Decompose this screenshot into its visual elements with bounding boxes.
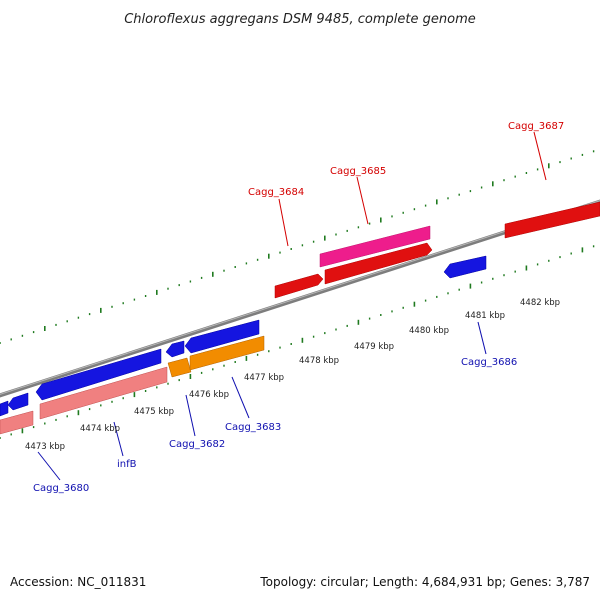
kbp-label: 4479 kbp: [354, 342, 394, 352]
gene-label-cagg-3685[interactable]: Cagg_3685: [330, 166, 386, 177]
gene-label-cagg-3687[interactable]: Cagg_3687: [508, 121, 564, 132]
kbp-label: 4476 kbp: [189, 390, 229, 400]
gene-feature-cagg-3685[interactable]: [319, 225, 431, 268]
gene-labels: Cagg_3684 Cagg_3685 Cagg_3687 Cagg_3680 …: [33, 121, 564, 494]
accession-text: Accession: NC_011831: [10, 575, 146, 589]
kbp-label: 4482 kbp: [520, 298, 560, 308]
genome-summary-text: Topology: circular; Length: 4,684,931 bp…: [259, 575, 590, 589]
gene-feature-rna-infb[interactable]: [39, 366, 168, 420]
kbp-label: 4478 kbp: [299, 356, 339, 366]
kbp-label: 4475 kbp: [134, 407, 174, 417]
kbp-label: 4480 kbp: [409, 326, 449, 336]
gene-feature-infb[interactable]: [35, 348, 162, 401]
gene-feature-cagg-3686[interactable]: [443, 255, 487, 279]
gene-feature-cagg-3687[interactable]: [504, 201, 600, 239]
forward-features: [274, 201, 600, 299]
tick-layer: [0, 150, 595, 439]
kbp-labels: 4473 kbp 4474 kbp 4475 kbp 4476 kbp 4477…: [25, 298, 560, 452]
gene-feature-cagg-3683-upper[interactable]: [184, 319, 260, 354]
reverse-features: [0, 255, 487, 435]
kbp-label: 4473 kbp: [25, 442, 65, 452]
gene-feature-small-arrow[interactable]: [165, 340, 185, 358]
gene-feature-cagg-3680[interactable]: [0, 400, 9, 417]
kbp-label: 4474 kbp: [80, 424, 120, 434]
genome-backbone: [0, 199, 600, 398]
gene-feature-cagg-3684[interactable]: [274, 273, 324, 299]
gene-label-cagg-3682[interactable]: Cagg_3682: [169, 439, 225, 450]
label-leaders: [37, 131, 547, 481]
map-title: Chloroflexus aggregans DSM 9485, complet…: [124, 12, 476, 27]
gene-label-cagg-3680[interactable]: Cagg_3680: [33, 483, 89, 494]
gene-label-infb[interactable]: infB: [117, 459, 137, 470]
gene-feature-reverse-small[interactable]: [7, 392, 29, 411]
kbp-label: 4477 kbp: [244, 373, 284, 383]
gene-feature-cagg-3682[interactable]: [167, 357, 192, 378]
gene-label-cagg-3686[interactable]: Cagg_3686: [461, 357, 517, 368]
gene-label-cagg-3684[interactable]: Cagg_3684: [248, 187, 304, 198]
kbp-label: 4481 kbp: [465, 311, 505, 321]
gene-label-cagg-3683[interactable]: Cagg_3683: [225, 422, 281, 433]
gene-feature-cagg-3683[interactable]: [189, 335, 265, 371]
gene-feature-rna-left[interactable]: [0, 410, 34, 435]
gene-feature-cagg-3685-lower[interactable]: [324, 242, 433, 285]
